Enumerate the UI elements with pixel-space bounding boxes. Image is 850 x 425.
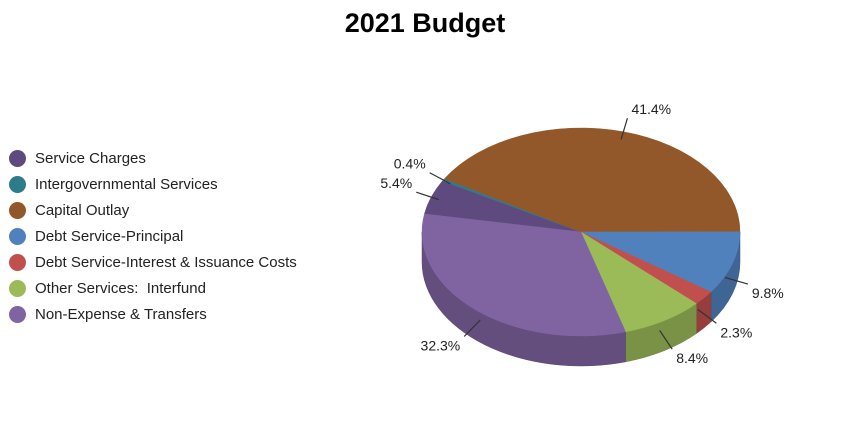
legend-label: Other Services: Interfund	[35, 279, 206, 297]
legend-label: Capital Outlay	[35, 201, 130, 219]
legend-swatch	[9, 227, 26, 245]
legend-label: Non-Expense & Transfers	[35, 305, 207, 323]
slice-value-label: 9.8%	[752, 285, 784, 301]
legend-item: Service Charges	[9, 145, 297, 171]
legend-item: Debt Service-Interest & Issuance Costs	[9, 249, 297, 275]
legend-label: Debt Service-Interest & Issuance Costs	[35, 253, 297, 271]
legend-item: Non-Expense & Transfers	[9, 301, 297, 327]
legend-swatch	[9, 149, 26, 167]
slice-value-label: 5.4%	[380, 175, 412, 191]
leader-line	[429, 172, 451, 185]
leader-line	[659, 330, 673, 350]
legend-item: Capital Outlay	[9, 197, 297, 223]
leader-line	[697, 308, 717, 324]
slice-value-label: 32.3%	[421, 337, 461, 353]
leader-line	[416, 191, 440, 201]
slice-value-label: 8.4%	[676, 350, 708, 366]
legend-item: Intergovernmental Services	[9, 171, 297, 197]
legend-label: Debt Service-Principal	[35, 227, 184, 245]
leader-line	[463, 319, 481, 337]
legend-swatch	[9, 175, 26, 193]
slice-value-label: 2.3%	[720, 324, 752, 340]
legend-label: Intergovernmental Services	[35, 175, 218, 193]
pie-slice	[580, 231, 741, 293]
chart-title: 2021 Budget	[344, 8, 506, 38]
legend-label: Service Charges	[35, 149, 146, 167]
legend-swatch	[9, 201, 26, 219]
legend-item: Debt Service-Principal	[9, 223, 297, 249]
legend-swatch	[9, 305, 26, 323]
legend-swatch	[9, 253, 26, 271]
leader-line	[724, 276, 749, 285]
legend-item: Other Services: Interfund	[9, 275, 297, 301]
legend-swatch	[9, 279, 26, 297]
slice-value-label: 0.4%	[394, 156, 426, 172]
chart-legend: Service Charges Intergovernmental Service…	[9, 145, 297, 327]
slice-value-label: 41.4%	[631, 101, 671, 117]
leader-line	[620, 118, 629, 140]
pie-slice	[421, 213, 626, 337]
